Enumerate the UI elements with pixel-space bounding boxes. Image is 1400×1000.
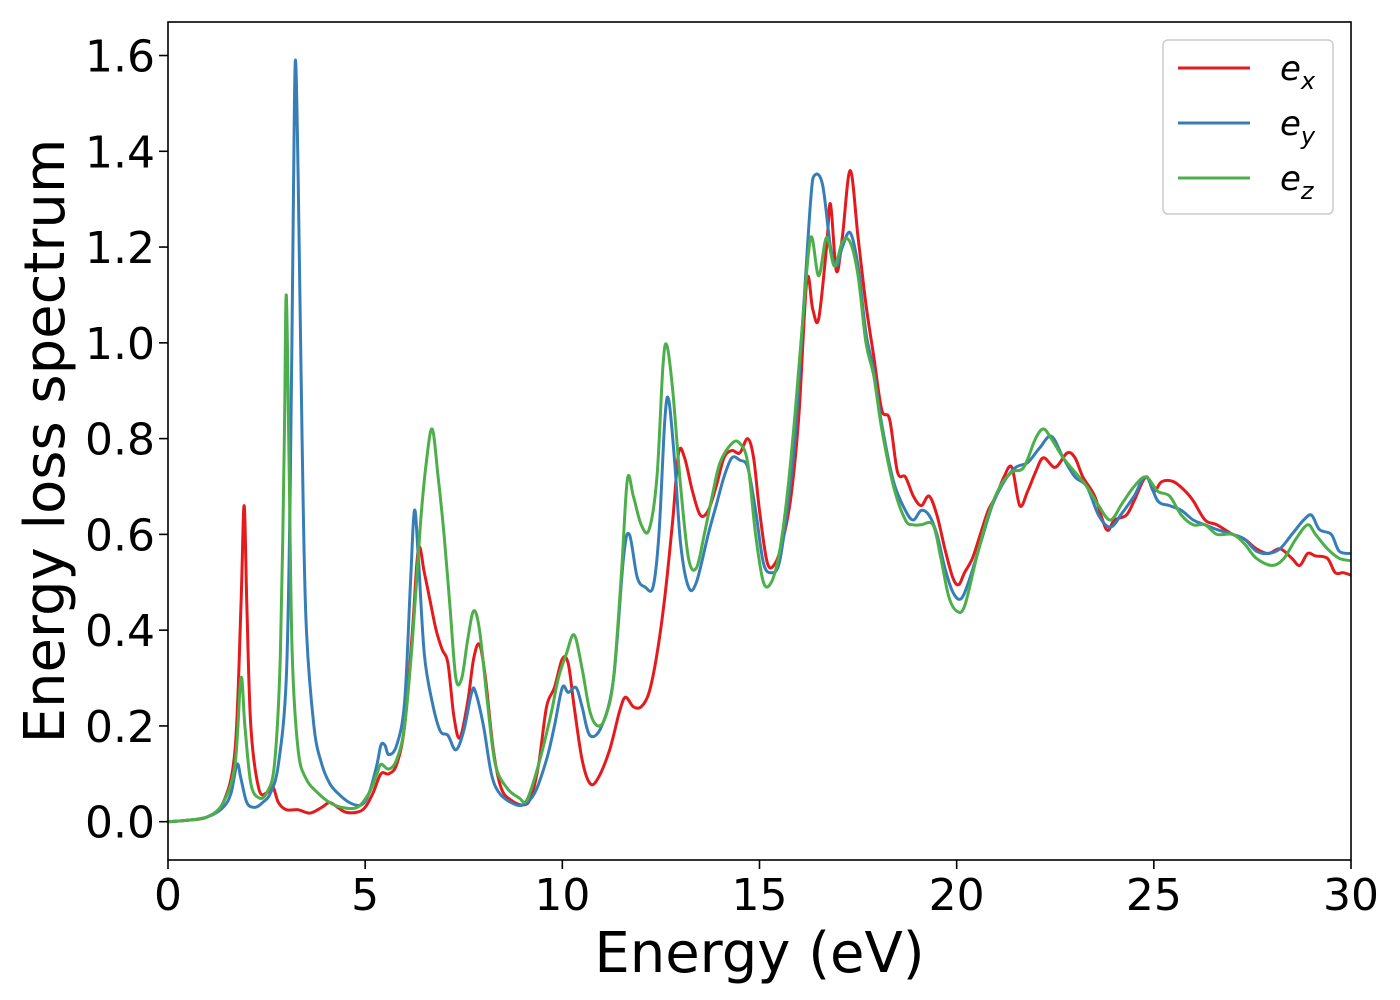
legend-box <box>1162 39 1334 215</box>
y-axis-label: Energy loss spectrum <box>13 139 78 744</box>
x-tick-label: 30 <box>1323 870 1379 921</box>
y-tick-label: 1.6 <box>85 32 155 83</box>
y-tick-label: 0.8 <box>85 415 155 466</box>
y-tick-label: 0.2 <box>85 702 155 753</box>
y-axis-ticks: 0.0 0.2 0.4 0.6 0.8 1.0 1.2 1.4 1.6 <box>85 32 168 849</box>
x-axis-label: Energy (eV) <box>594 921 924 986</box>
x-tick-label: 0 <box>154 870 182 921</box>
y-tick-label: 0.6 <box>85 510 155 561</box>
series-line-ez <box>167 235 1352 824</box>
x-tick-label: 15 <box>732 870 788 921</box>
y-tick-label: 1.4 <box>85 127 155 178</box>
y-tick-label: 1.0 <box>85 319 155 370</box>
y-tick-label: 1.2 <box>85 223 155 274</box>
x-tick-label: 10 <box>534 870 590 921</box>
series-line-ex <box>167 168 1352 824</box>
x-tick-label: 20 <box>929 870 985 921</box>
y-tick-label: 0.4 <box>85 606 155 657</box>
x-tick-label: 5 <box>351 870 379 921</box>
x-axis-ticks: 0 5 10 15 20 25 30 <box>154 860 1379 921</box>
series-layer <box>167 58 1352 824</box>
y-tick-label: 0.0 <box>85 798 155 849</box>
x-tick-label: 25 <box>1126 870 1182 921</box>
legend-label-ey: ey <box>1280 104 1316 150</box>
series-line-ey <box>167 58 1352 824</box>
plot-background <box>168 22 1351 860</box>
